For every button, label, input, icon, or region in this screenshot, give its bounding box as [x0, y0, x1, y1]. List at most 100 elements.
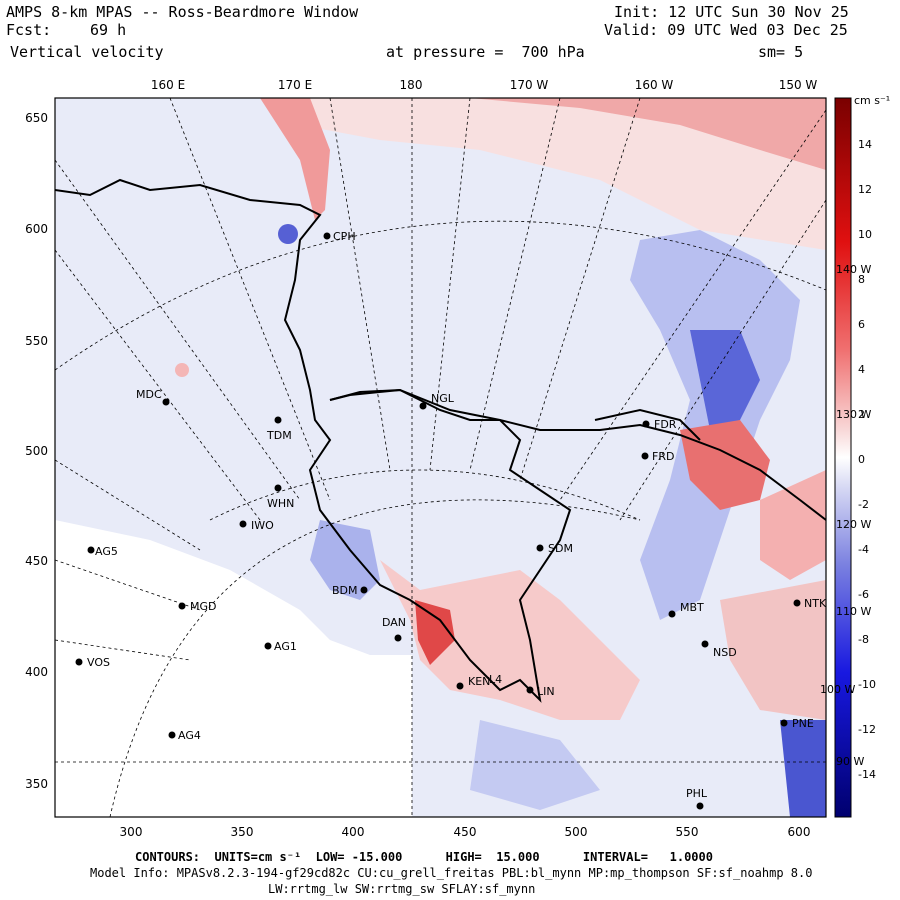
station-dot	[536, 544, 544, 552]
init-time: Init: 12 UTC Sun 30 Nov 25	[614, 3, 849, 21]
variable-name: Vertical velocity	[10, 43, 164, 61]
station-dot	[178, 602, 186, 610]
station-dot	[323, 232, 331, 240]
bottom-label: 300	[120, 825, 143, 839]
colorbar-tick: -6	[858, 588, 869, 601]
positive-band-strong	[470, 98, 826, 170]
station-label: FDR	[654, 418, 677, 431]
left-label: 550	[25, 334, 48, 348]
station-dot	[780, 719, 788, 727]
colorbar-tick: 2	[858, 408, 865, 421]
longitude-label: 90 W	[836, 755, 864, 768]
colorbar-tick: -12	[858, 723, 876, 736]
station-label: FRD	[652, 450, 674, 463]
valid-time: Valid: 09 UTC Wed 03 Dec 25	[604, 21, 848, 39]
station-label: CPH	[333, 230, 356, 243]
top-axis-labels: 160 E 170 E 180 170 W 160 W 150 W	[151, 78, 818, 92]
colorbar-tick: -14	[858, 768, 876, 781]
left-axis-labels: 650 600 550 500 450 400 350	[25, 111, 48, 791]
station-dot	[274, 484, 282, 492]
station-label: MDC	[136, 388, 162, 401]
station-label: PNE	[792, 717, 814, 730]
longitude-label: 100 W	[820, 683, 855, 696]
model-info-2: LW:rrtmg_lw SW:rrtmg_sw SFLAY:sf_mynn	[268, 882, 536, 896]
left-label: 650	[25, 111, 48, 125]
station-label: SDM	[548, 542, 573, 555]
positive-jet-north	[260, 98, 330, 220]
station-dot	[274, 416, 282, 424]
longitude-label: 120 W	[836, 518, 871, 531]
positive-patch-east	[760, 470, 826, 580]
bottom-label: 450	[454, 825, 477, 839]
colorbar-tick: -10	[858, 678, 876, 691]
forecast-hours: 69 h	[90, 21, 127, 39]
bottom-label: 600	[788, 825, 811, 839]
longitude-label: 140 W	[836, 263, 871, 276]
field-area	[55, 98, 826, 817]
station-label: VOS	[87, 656, 110, 669]
left-label: 350	[25, 777, 48, 791]
plot-frame	[54, 97, 827, 818]
top-label: 170 E	[278, 78, 312, 92]
colorbar-tick: 4	[858, 363, 865, 376]
colorbar-tick: -2	[858, 498, 869, 511]
bottom-axis-labels: 300 350 400 450 500 550 600	[120, 825, 811, 839]
positive-spot-west	[175, 363, 189, 377]
station-dot	[701, 640, 709, 648]
longitude-label: 130 W	[836, 408, 871, 421]
coastline	[55, 178, 826, 703]
station-dot	[642, 420, 650, 428]
station-dot	[239, 520, 247, 528]
station-label: BDM	[332, 584, 358, 597]
station-label: NTK	[804, 597, 827, 610]
station-label: LIN	[537, 685, 555, 698]
colorbar-unit: cm s⁻¹	[854, 94, 890, 107]
station-label: MGD	[190, 600, 217, 613]
station-label: MBT	[680, 601, 704, 614]
station-dot	[360, 586, 368, 594]
station-dot	[168, 731, 176, 739]
longitude-label: 110 W	[836, 605, 871, 618]
top-label: 160 E	[151, 78, 185, 92]
station-dot	[264, 642, 272, 650]
station-label: AG4	[178, 729, 201, 742]
colorbar-tick: 14	[858, 138, 872, 151]
station-label: AG5	[95, 545, 118, 558]
station-label: PHL	[686, 787, 708, 800]
top-label: 180	[400, 78, 423, 92]
smoothing-value: sm= 5	[758, 43, 804, 61]
colorbar-tick: 8	[858, 273, 865, 286]
top-label: 150 W	[779, 78, 818, 92]
top-label: 170 W	[510, 78, 549, 92]
negative-patch-south	[470, 720, 600, 810]
station-dot	[641, 452, 649, 460]
station-dot	[419, 402, 427, 410]
map-title: AMPS 8-km MPAS -- Ross-Beardmore Window	[6, 3, 359, 21]
colorbar-tick: 10	[858, 228, 872, 241]
station-label: DAN	[382, 616, 406, 629]
station-label: KEN	[468, 675, 490, 688]
station-label: TDM	[266, 429, 292, 442]
station-dot	[162, 398, 170, 406]
pressure-level: at pressure = 700 hPa	[386, 43, 585, 61]
colorbar-ticks: 14 12 10 8 6 4 2 0 -2 -4 -6 -8 -10 -12 -…	[858, 138, 876, 781]
station-dot	[526, 686, 534, 694]
negative-core-east	[690, 330, 760, 430]
station-dot	[75, 658, 83, 666]
positive-core-coast	[415, 600, 455, 665]
forecast-label: Fcst:	[6, 21, 52, 39]
contours-info: CONTOURS: UNITS=cm s⁻¹ LOW= -15.000 HIGH…	[135, 850, 713, 864]
station-dot	[87, 546, 95, 554]
station-label: NGL	[431, 392, 455, 405]
colorbar	[834, 97, 852, 818]
negative-spot-north	[278, 224, 298, 244]
colorbar-tick: -8	[858, 633, 869, 646]
station-label: WHN	[267, 497, 294, 510]
negative-patch-southeast	[780, 720, 826, 817]
left-label: 450	[25, 554, 48, 568]
station-label: L4	[489, 673, 502, 686]
positive-strip-coast	[380, 560, 640, 720]
station-dot	[793, 599, 801, 607]
station-dot	[394, 634, 402, 642]
